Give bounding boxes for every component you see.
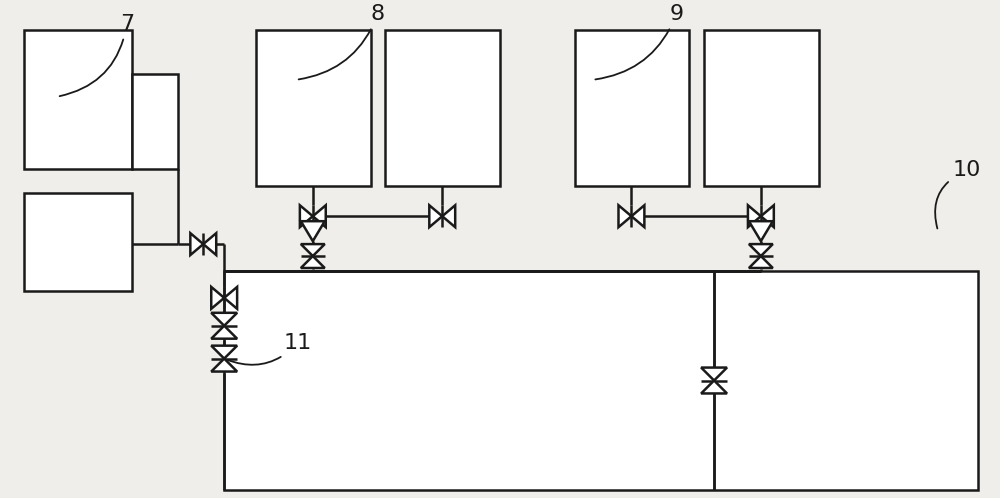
Polygon shape [749, 256, 773, 268]
Polygon shape [224, 287, 237, 309]
Text: 11: 11 [227, 333, 312, 365]
Polygon shape [618, 205, 631, 227]
Polygon shape [313, 205, 326, 227]
Polygon shape [701, 380, 727, 393]
Bar [256, 30, 371, 186]
Polygon shape [301, 244, 325, 256]
Bar [24, 30, 132, 169]
Bar [704, 30, 819, 186]
Polygon shape [300, 205, 313, 227]
Bar [132, 74, 178, 169]
Polygon shape [211, 313, 237, 326]
Polygon shape [442, 205, 455, 227]
Polygon shape [749, 244, 773, 256]
Polygon shape [211, 346, 237, 359]
Text: 9: 9 [595, 4, 683, 79]
Polygon shape [211, 287, 224, 309]
Polygon shape [211, 359, 237, 372]
Polygon shape [701, 368, 727, 380]
Polygon shape [749, 221, 773, 241]
Polygon shape [203, 233, 216, 255]
Text: 10: 10 [935, 160, 981, 229]
Polygon shape [748, 205, 761, 227]
Bar [575, 30, 689, 186]
Bar [224, 271, 978, 490]
Polygon shape [631, 205, 644, 227]
Polygon shape [211, 326, 237, 339]
Text: 8: 8 [299, 4, 385, 79]
Bar [385, 30, 500, 186]
Polygon shape [761, 205, 774, 227]
Polygon shape [301, 256, 325, 268]
Bar [24, 193, 132, 291]
Polygon shape [429, 205, 442, 227]
Polygon shape [301, 221, 325, 241]
Polygon shape [190, 233, 203, 255]
Text: 7: 7 [60, 14, 134, 96]
